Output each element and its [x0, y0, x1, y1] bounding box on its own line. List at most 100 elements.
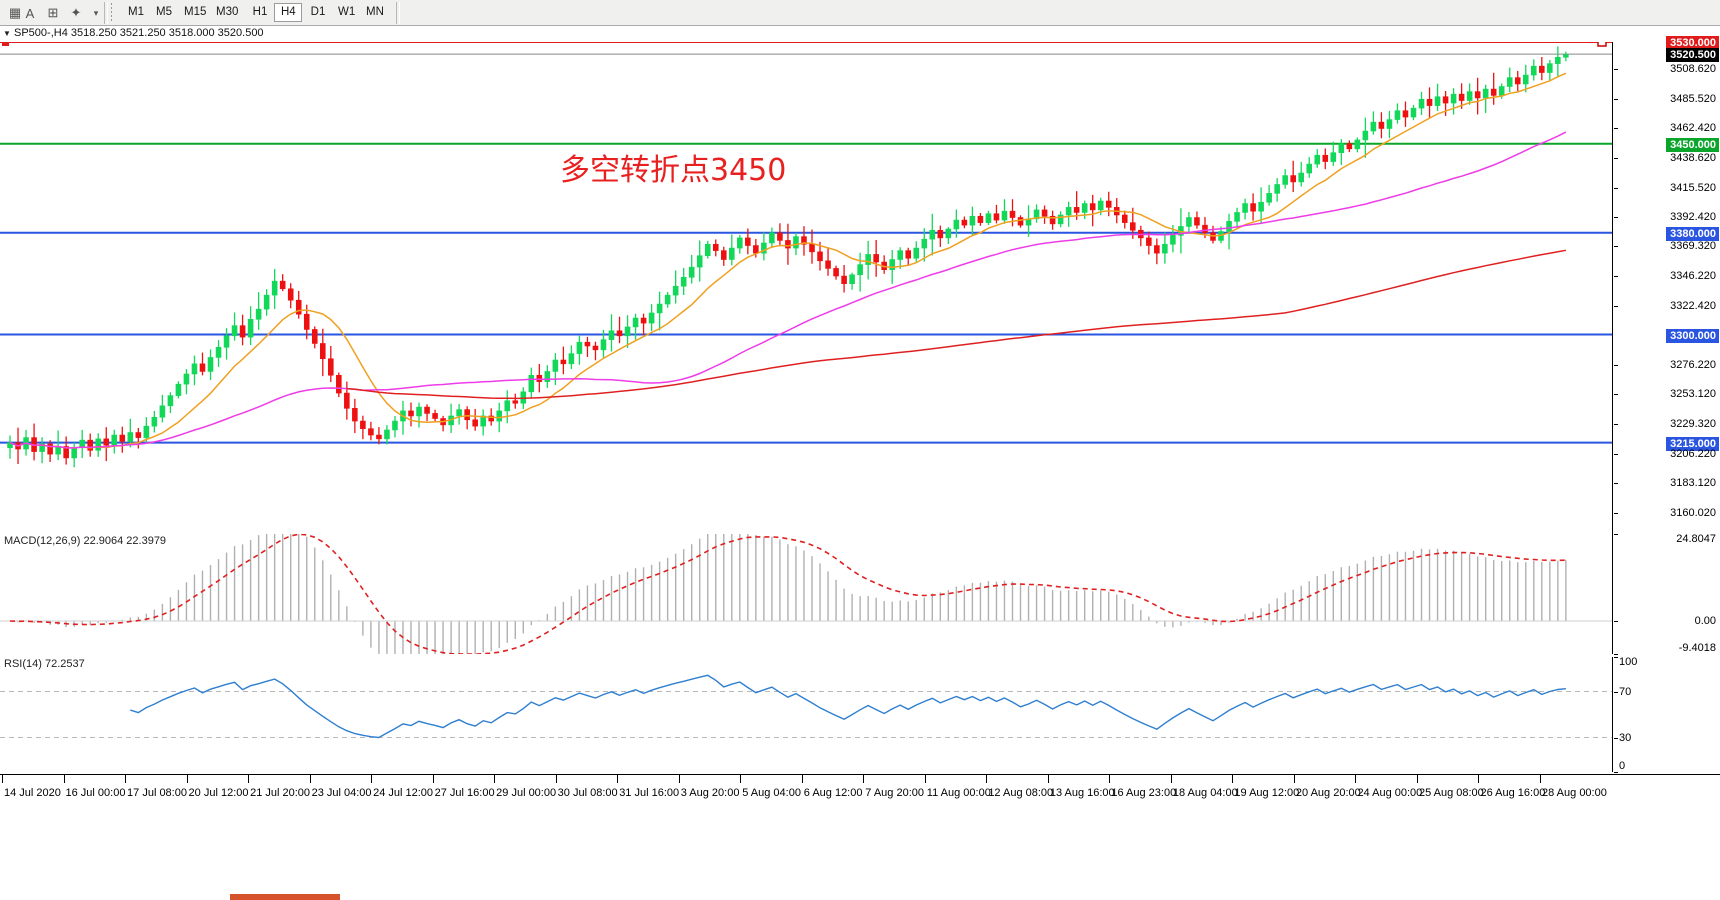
- objects-icon[interactable]: ✦: [70, 5, 82, 20]
- time-tick-label: 28 Aug 00:00: [1542, 787, 1607, 799]
- time-tick-label: 24 Jul 12:00: [373, 787, 434, 799]
- price-level-tag[interactable]: 3300.000: [1666, 328, 1719, 343]
- time-tick-label: 12 Aug 08:00: [988, 787, 1054, 799]
- time-tick: [801, 775, 803, 783]
- price-tick-label: 3508.620: [1670, 63, 1716, 76]
- chart-annotation-text: 多空转折点3450: [560, 152, 787, 188]
- price-tick-label: 3276.220: [1670, 358, 1716, 371]
- timeframe-h4[interactable]: H4: [274, 3, 302, 22]
- timeframe-m1[interactable]: M1: [128, 6, 144, 18]
- time-tick-label: 25 Aug 08:00: [1418, 787, 1484, 799]
- time-tick-label: 14 Jul 2020: [4, 787, 61, 799]
- price-tick: [1614, 158, 1618, 160]
- main-toolbar: ▦ A ⊞ ✦ ▾ M1 M5 M15 M30 H1 H4 D1 W1 MN: [0, 0, 1720, 26]
- toolbar-divider-2: [396, 2, 400, 24]
- time-tick: [309, 775, 311, 783]
- taskbar-strip: [0, 894, 1720, 900]
- price-level-tag[interactable]: 3215.000: [1666, 436, 1719, 451]
- price-tick: [1614, 453, 1618, 455]
- price-chart-svg: [0, 42, 1612, 468]
- timeframe-w1[interactable]: W1: [338, 6, 356, 18]
- price-tick-label: 3183.120: [1670, 477, 1716, 490]
- taskbar-item[interactable]: [230, 894, 340, 900]
- time-tick: [678, 775, 680, 783]
- price-tick: [1614, 187, 1618, 189]
- time-tick: [863, 775, 865, 783]
- time-tick: [186, 775, 188, 783]
- time-tick: [63, 775, 65, 783]
- time-tick-label: 7 Aug 20:00: [865, 787, 924, 799]
- price-tick: [1614, 127, 1618, 129]
- timeframe-m30[interactable]: M30: [216, 6, 239, 18]
- rsi-tick-label: 100: [1619, 656, 1638, 668]
- rsi-plot-area[interactable]: [0, 657, 1612, 772]
- price-tick-label: 3438.620: [1670, 152, 1716, 165]
- time-tick: [1478, 775, 1480, 783]
- time-tick-label: 31 Jul 16:00: [619, 787, 680, 799]
- macd-axis: 24.8047 0.00 -9.4018: [1612, 533, 1720, 655]
- price-tick-label: 3206.220: [1670, 447, 1716, 460]
- macd-plot-area[interactable]: [0, 534, 1612, 654]
- time-tick: [1355, 775, 1357, 783]
- time-tick-label: 19 Aug 12:00: [1234, 787, 1300, 799]
- rsi-axis: 100 70 30 0: [1612, 656, 1720, 773]
- time-tick: [248, 775, 250, 783]
- toolbar-grip[interactable]: [111, 3, 112, 22]
- price-tick-label: 3485.520: [1670, 92, 1716, 105]
- time-tick-label: 18 Aug 04:00: [1172, 787, 1238, 799]
- price-axis[interactable]: 3530.000 3520.500 3508.620 3485.520 3462.420…: [1612, 36, 1720, 548]
- price-tick-label: 3229.320: [1670, 418, 1716, 431]
- time-tick-label: 27 Jul 16:00: [434, 787, 495, 799]
- time-tick-label: 24 Aug 00:00: [1357, 787, 1423, 799]
- rsi-tick-label: 70: [1619, 685, 1632, 698]
- timeframe-m15[interactable]: M15: [184, 6, 207, 18]
- rsi-label: RSI(14) 72.2537: [4, 658, 85, 670]
- chevron-down-icon[interactable]: ▾: [93, 7, 99, 18]
- macd-label: MACD(12,26,9) 22.9064 22.3979: [4, 535, 167, 547]
- time-tick: [1540, 775, 1541, 783]
- rsi-tick: [1614, 657, 1618, 658]
- price-tick: [1614, 69, 1618, 71]
- price-tick-label: 3392.420: [1670, 211, 1716, 223]
- time-tick-label: 11 Aug 00:00: [926, 787, 991, 799]
- collapse-arrow-icon[interactable]: ▼: [3, 29, 11, 38]
- time-axis[interactable]: 14 Jul 2020 16 Jul 00:00 17 Jul 08:00 20 Ju…: [0, 774, 1720, 900]
- rsi-tick-label: 30: [1619, 731, 1632, 744]
- text-label-icon[interactable]: A: [25, 5, 35, 21]
- timeframe-mn[interactable]: MN: [366, 6, 384, 18]
- time-tick: [617, 775, 619, 783]
- time-tick: [1232, 775, 1234, 783]
- price-tick-label: 3369.320: [1670, 240, 1716, 253]
- macd-tick-label: 24.8047: [1676, 533, 1716, 545]
- price-tick: [1614, 217, 1618, 218]
- crosshair-icon[interactable]: ▦: [8, 5, 22, 20]
- time-tick-label: 6 Aug 12:00: [803, 787, 863, 799]
- time-tick-label: 30 Jul 08:00: [557, 787, 618, 799]
- timeframe-d1[interactable]: D1: [310, 6, 326, 18]
- symbol-info-text: SP500-,H4 3518.250 3521.250 3518.000 352…: [14, 27, 264, 39]
- price-plot-area[interactable]: 多空转折点3450: [0, 42, 1612, 542]
- time-tick: [432, 775, 434, 783]
- time-tick-label: 29 Jul 00:00: [496, 787, 557, 799]
- price-tick: [1614, 98, 1618, 100]
- rsi-tick: [1614, 691, 1618, 693]
- price-level-tag[interactable]: 3530.000: [1666, 36, 1719, 50]
- price-level-tag[interactable]: 3450.000: [1666, 137, 1719, 152]
- time-tick-label: 20 Jul 12:00: [188, 787, 249, 799]
- time-tick: [924, 775, 926, 783]
- text-box-icon[interactable]: ⊞: [47, 5, 59, 20]
- time-tick: [125, 775, 127, 783]
- toolbar-divider-1: [104, 2, 108, 24]
- price-level-tag[interactable]: 3380.000: [1666, 226, 1719, 241]
- time-tick-label: 17 Jul 08:00: [127, 787, 187, 799]
- timeframe-h1[interactable]: H1: [252, 6, 268, 18]
- macd-tick: [1614, 654, 1618, 655]
- price-tick: [1614, 483, 1618, 485]
- timeframe-m5[interactable]: M5: [156, 6, 172, 18]
- time-tick: [986, 775, 988, 783]
- time-tick: [555, 775, 557, 783]
- price-tick-label: 3322.420: [1670, 300, 1716, 313]
- price-tick-label: 3415.520: [1670, 181, 1716, 194]
- price-tick: [1614, 364, 1618, 366]
- price-tick-label: 3253.120: [1670, 388, 1716, 401]
